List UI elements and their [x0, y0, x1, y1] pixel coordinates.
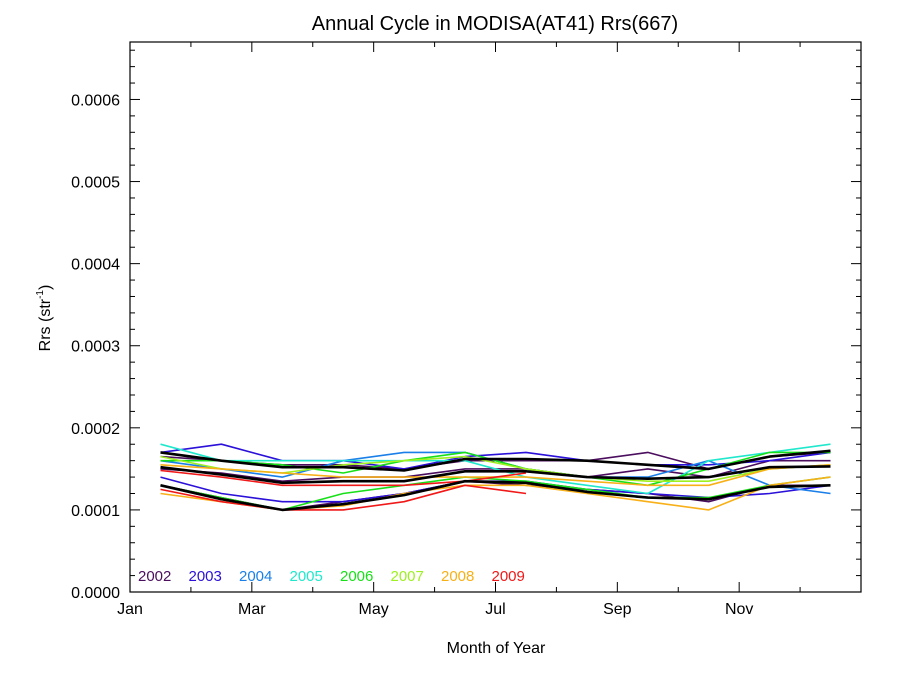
- mean-line: [160, 449, 831, 472]
- y-tick-label: 0.0000: [71, 585, 120, 602]
- y-tick-labels: 0.0000 0.0001 0.0002 0.0003 0.0004 0.0005 0.00…: [71, 92, 120, 602]
- legend-item-2007: 2007: [391, 568, 424, 585]
- legend: 2002 2003 2004 2005 2006 2007 2008 2009: [138, 568, 525, 585]
- mean-line: [160, 479, 831, 512]
- x-tick-label: Jul: [485, 601, 505, 618]
- legend-item-2006: 2006: [340, 568, 373, 585]
- y-axis-label-sup: -1: [35, 290, 46, 299]
- y-tick-label: 0.0003: [71, 339, 120, 356]
- y-axis-label-main: Rrs (str: [37, 298, 54, 351]
- x-tick-label: Mar: [238, 601, 266, 618]
- legend-item-2004: 2004: [239, 568, 272, 585]
- series-layer: [160, 443, 831, 511]
- series-line-2005: [160, 443, 831, 495]
- y-axis-label-close: ): [37, 285, 54, 290]
- x-tick-label: May: [359, 601, 389, 618]
- y-axis-label: Rrs (str-1): [35, 285, 54, 352]
- x-tick-label: Sep: [603, 601, 632, 618]
- x-tick-label: Jan: [117, 601, 143, 618]
- legend-item-2002: 2002: [138, 568, 171, 585]
- y-tick-label: 0.0004: [71, 257, 120, 274]
- chart-title: Annual Cycle in MODISA(AT41) Rrs(667): [312, 13, 678, 35]
- x-tick-labels: Jan Mar May Jul Sep Nov: [117, 601, 753, 618]
- y-tick-label: 0.0005: [71, 175, 120, 192]
- plot-frame: [129, 41, 862, 593]
- legend-item-2005: 2005: [290, 568, 323, 585]
- x-axis-label: Month of Year: [447, 640, 546, 657]
- legend-item-2008: 2008: [441, 568, 474, 585]
- axis-ticks: [129, 42, 862, 593]
- legend-item-2009: 2009: [492, 568, 525, 585]
- mean-lines-layer: [160, 449, 831, 512]
- y-tick-label: 0.0006: [71, 92, 120, 109]
- legend-item-2003: 2003: [189, 568, 222, 585]
- y-tick-label: 0.0001: [71, 503, 120, 520]
- y-tick-label: 0.0002: [71, 421, 120, 438]
- series-line-2009: [160, 484, 527, 511]
- mean-line: [160, 465, 831, 485]
- x-tick-label: Nov: [725, 601, 753, 618]
- svg-text:Rrs (str-1): Rrs (str-1): [35, 285, 54, 352]
